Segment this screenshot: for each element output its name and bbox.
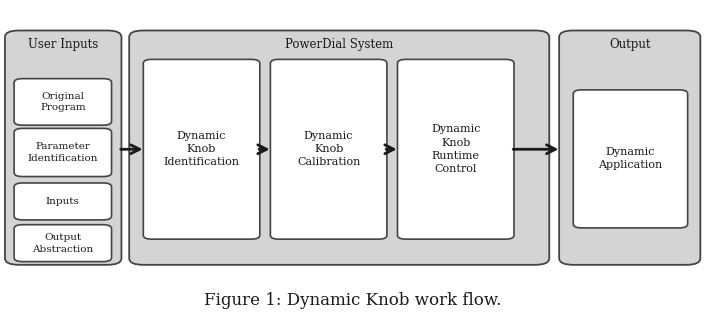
- Text: User Inputs: User Inputs: [28, 38, 98, 51]
- Text: Output: Output: [609, 38, 650, 51]
- Text: Dynamic
Knob
Identification: Dynamic Knob Identification: [164, 131, 239, 168]
- FancyBboxPatch shape: [14, 183, 112, 220]
- FancyBboxPatch shape: [397, 59, 514, 239]
- Text: Dynamic
Knob
Runtime
Control: Dynamic Knob Runtime Control: [431, 125, 481, 174]
- Text: Inputs: Inputs: [46, 197, 80, 206]
- Text: Parameter
Identification: Parameter Identification: [28, 142, 98, 163]
- Text: Figure 1: Dynamic Knob work flow.: Figure 1: Dynamic Knob work flow.: [204, 292, 502, 308]
- Text: Dynamic
Knob
Calibration: Dynamic Knob Calibration: [297, 131, 360, 168]
- FancyBboxPatch shape: [14, 79, 112, 125]
- Text: Original
Program: Original Program: [40, 91, 85, 112]
- Text: Dynamic
Application: Dynamic Application: [598, 147, 663, 170]
- FancyBboxPatch shape: [129, 30, 549, 265]
- Text: PowerDial System: PowerDial System: [285, 38, 393, 51]
- FancyBboxPatch shape: [14, 225, 112, 262]
- FancyBboxPatch shape: [14, 128, 112, 177]
- FancyBboxPatch shape: [270, 59, 387, 239]
- FancyBboxPatch shape: [5, 30, 121, 265]
- FancyBboxPatch shape: [573, 90, 688, 228]
- Text: Output
Abstraction: Output Abstraction: [32, 233, 93, 254]
- FancyBboxPatch shape: [143, 59, 260, 239]
- FancyBboxPatch shape: [559, 30, 700, 265]
